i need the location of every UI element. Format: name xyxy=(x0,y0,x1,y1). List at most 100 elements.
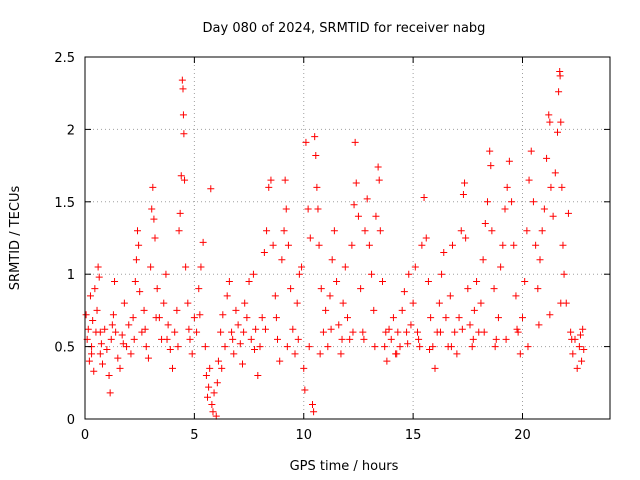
data-point xyxy=(407,321,415,329)
data-point xyxy=(337,350,345,358)
data-point xyxy=(313,183,321,191)
data-point xyxy=(88,350,96,358)
data-point xyxy=(217,328,225,336)
data-point xyxy=(315,241,323,249)
data-point xyxy=(171,328,179,336)
data-point xyxy=(312,151,320,159)
data-point xyxy=(236,340,244,348)
data-point xyxy=(185,325,193,333)
data-point xyxy=(324,343,332,351)
data-point xyxy=(376,227,384,235)
data-point xyxy=(344,314,351,322)
data-point xyxy=(455,314,463,322)
data-point xyxy=(245,277,253,285)
data-point xyxy=(125,321,133,329)
data-point xyxy=(221,343,229,351)
data-point xyxy=(411,263,419,271)
data-point xyxy=(389,314,397,322)
data-point xyxy=(209,408,217,416)
data-point xyxy=(578,357,586,365)
data-point xyxy=(540,205,548,213)
data-point xyxy=(335,321,343,329)
data-point xyxy=(359,328,367,336)
data-point xyxy=(301,386,309,394)
data-point xyxy=(188,350,196,358)
data-point xyxy=(223,292,231,300)
data-point xyxy=(85,357,93,365)
data-point xyxy=(291,350,299,358)
data-point xyxy=(549,212,557,220)
data-point xyxy=(151,234,159,242)
data-point xyxy=(560,270,568,278)
data-point xyxy=(352,179,360,187)
data-point xyxy=(306,234,314,242)
data-point xyxy=(269,241,277,249)
data-point xyxy=(258,314,266,322)
x-axis-label: GPS time / hours xyxy=(290,459,399,474)
data-point xyxy=(424,277,432,285)
data-point xyxy=(414,328,421,336)
y-tick-label: 0.5 xyxy=(54,341,75,356)
data-point xyxy=(181,176,189,184)
data-point xyxy=(453,350,461,358)
data-point xyxy=(267,176,275,184)
data-point xyxy=(278,256,286,264)
data-point xyxy=(348,241,356,249)
y-tick-label: 2.5 xyxy=(54,51,75,66)
data-point xyxy=(95,273,103,281)
data-point xyxy=(361,227,369,235)
data-point xyxy=(213,379,221,387)
data-point xyxy=(523,227,531,235)
data-point xyxy=(129,314,137,322)
data-point xyxy=(357,285,365,293)
data-point xyxy=(182,263,190,271)
data-point xyxy=(458,325,466,333)
data-point xyxy=(179,85,187,93)
data-point xyxy=(136,288,144,296)
data-point xyxy=(163,335,171,343)
data-point xyxy=(466,321,474,329)
data-point xyxy=(184,299,192,307)
data-point xyxy=(251,345,259,353)
data-point xyxy=(281,176,289,184)
data-points xyxy=(82,67,588,420)
data-point xyxy=(114,354,122,362)
data-point xyxy=(91,285,99,293)
data-point xyxy=(119,340,127,348)
data-point xyxy=(415,335,423,343)
data-point xyxy=(473,277,481,285)
data-point xyxy=(330,227,338,235)
data-point xyxy=(230,350,238,358)
data-point xyxy=(487,162,495,170)
data-point xyxy=(470,306,478,314)
data-point xyxy=(142,343,150,351)
data-point xyxy=(141,325,149,333)
y-tick-label: 1.5 xyxy=(54,196,75,211)
data-point xyxy=(260,248,268,256)
data-point xyxy=(484,198,491,206)
data-point xyxy=(196,311,204,319)
data-point xyxy=(350,201,358,209)
data-point xyxy=(202,372,210,380)
data-point xyxy=(210,389,218,397)
data-point xyxy=(363,195,371,203)
data-point xyxy=(160,299,168,307)
data-point xyxy=(218,364,226,372)
data-point xyxy=(449,241,456,249)
data-point xyxy=(558,183,566,191)
data-point xyxy=(86,292,94,300)
data-point xyxy=(429,343,437,351)
data-point xyxy=(206,364,214,372)
data-point xyxy=(300,364,308,372)
data-point xyxy=(527,147,535,155)
y-tick-label: 1 xyxy=(67,268,75,283)
data-point xyxy=(208,401,216,409)
data-point xyxy=(557,118,565,126)
data-point xyxy=(130,335,138,343)
data-point xyxy=(84,325,92,333)
grid-lines xyxy=(85,57,610,419)
data-point xyxy=(538,227,546,235)
data-point xyxy=(502,335,510,343)
data-point xyxy=(254,372,262,380)
